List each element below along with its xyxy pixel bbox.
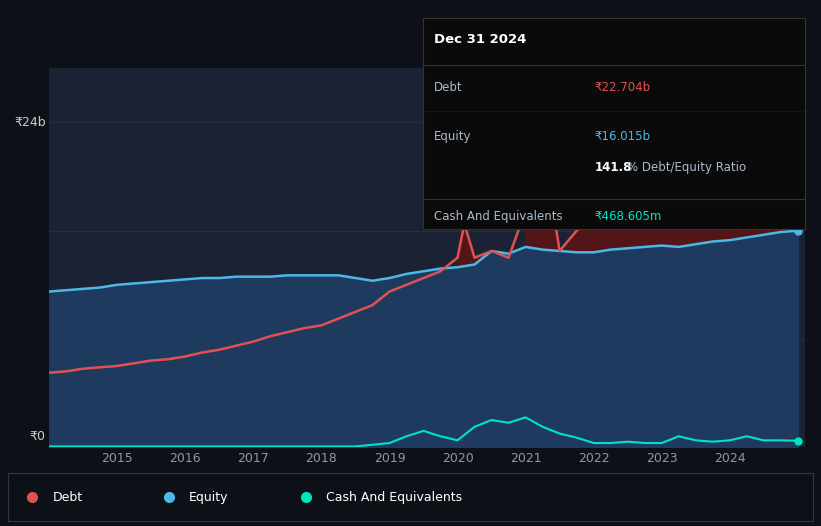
Text: Equity: Equity xyxy=(434,130,472,143)
Text: ₹0: ₹0 xyxy=(30,430,45,443)
Text: Debt: Debt xyxy=(53,491,83,503)
Text: ₹468.605m: ₹468.605m xyxy=(594,210,662,222)
Text: Cash And Equivalents: Cash And Equivalents xyxy=(326,491,462,503)
Text: ₹24b: ₹24b xyxy=(14,116,45,129)
Text: Dec 31 2024: Dec 31 2024 xyxy=(434,33,526,46)
Text: Cash And Equivalents: Cash And Equivalents xyxy=(434,210,563,222)
Text: 141.8: 141.8 xyxy=(594,161,632,174)
Text: ₹22.704b: ₹22.704b xyxy=(594,82,651,94)
Text: Equity: Equity xyxy=(189,491,229,503)
Text: Debt: Debt xyxy=(434,82,463,94)
Text: ₹16.015b: ₹16.015b xyxy=(594,130,650,143)
Text: % Debt/Equity Ratio: % Debt/Equity Ratio xyxy=(627,161,746,174)
